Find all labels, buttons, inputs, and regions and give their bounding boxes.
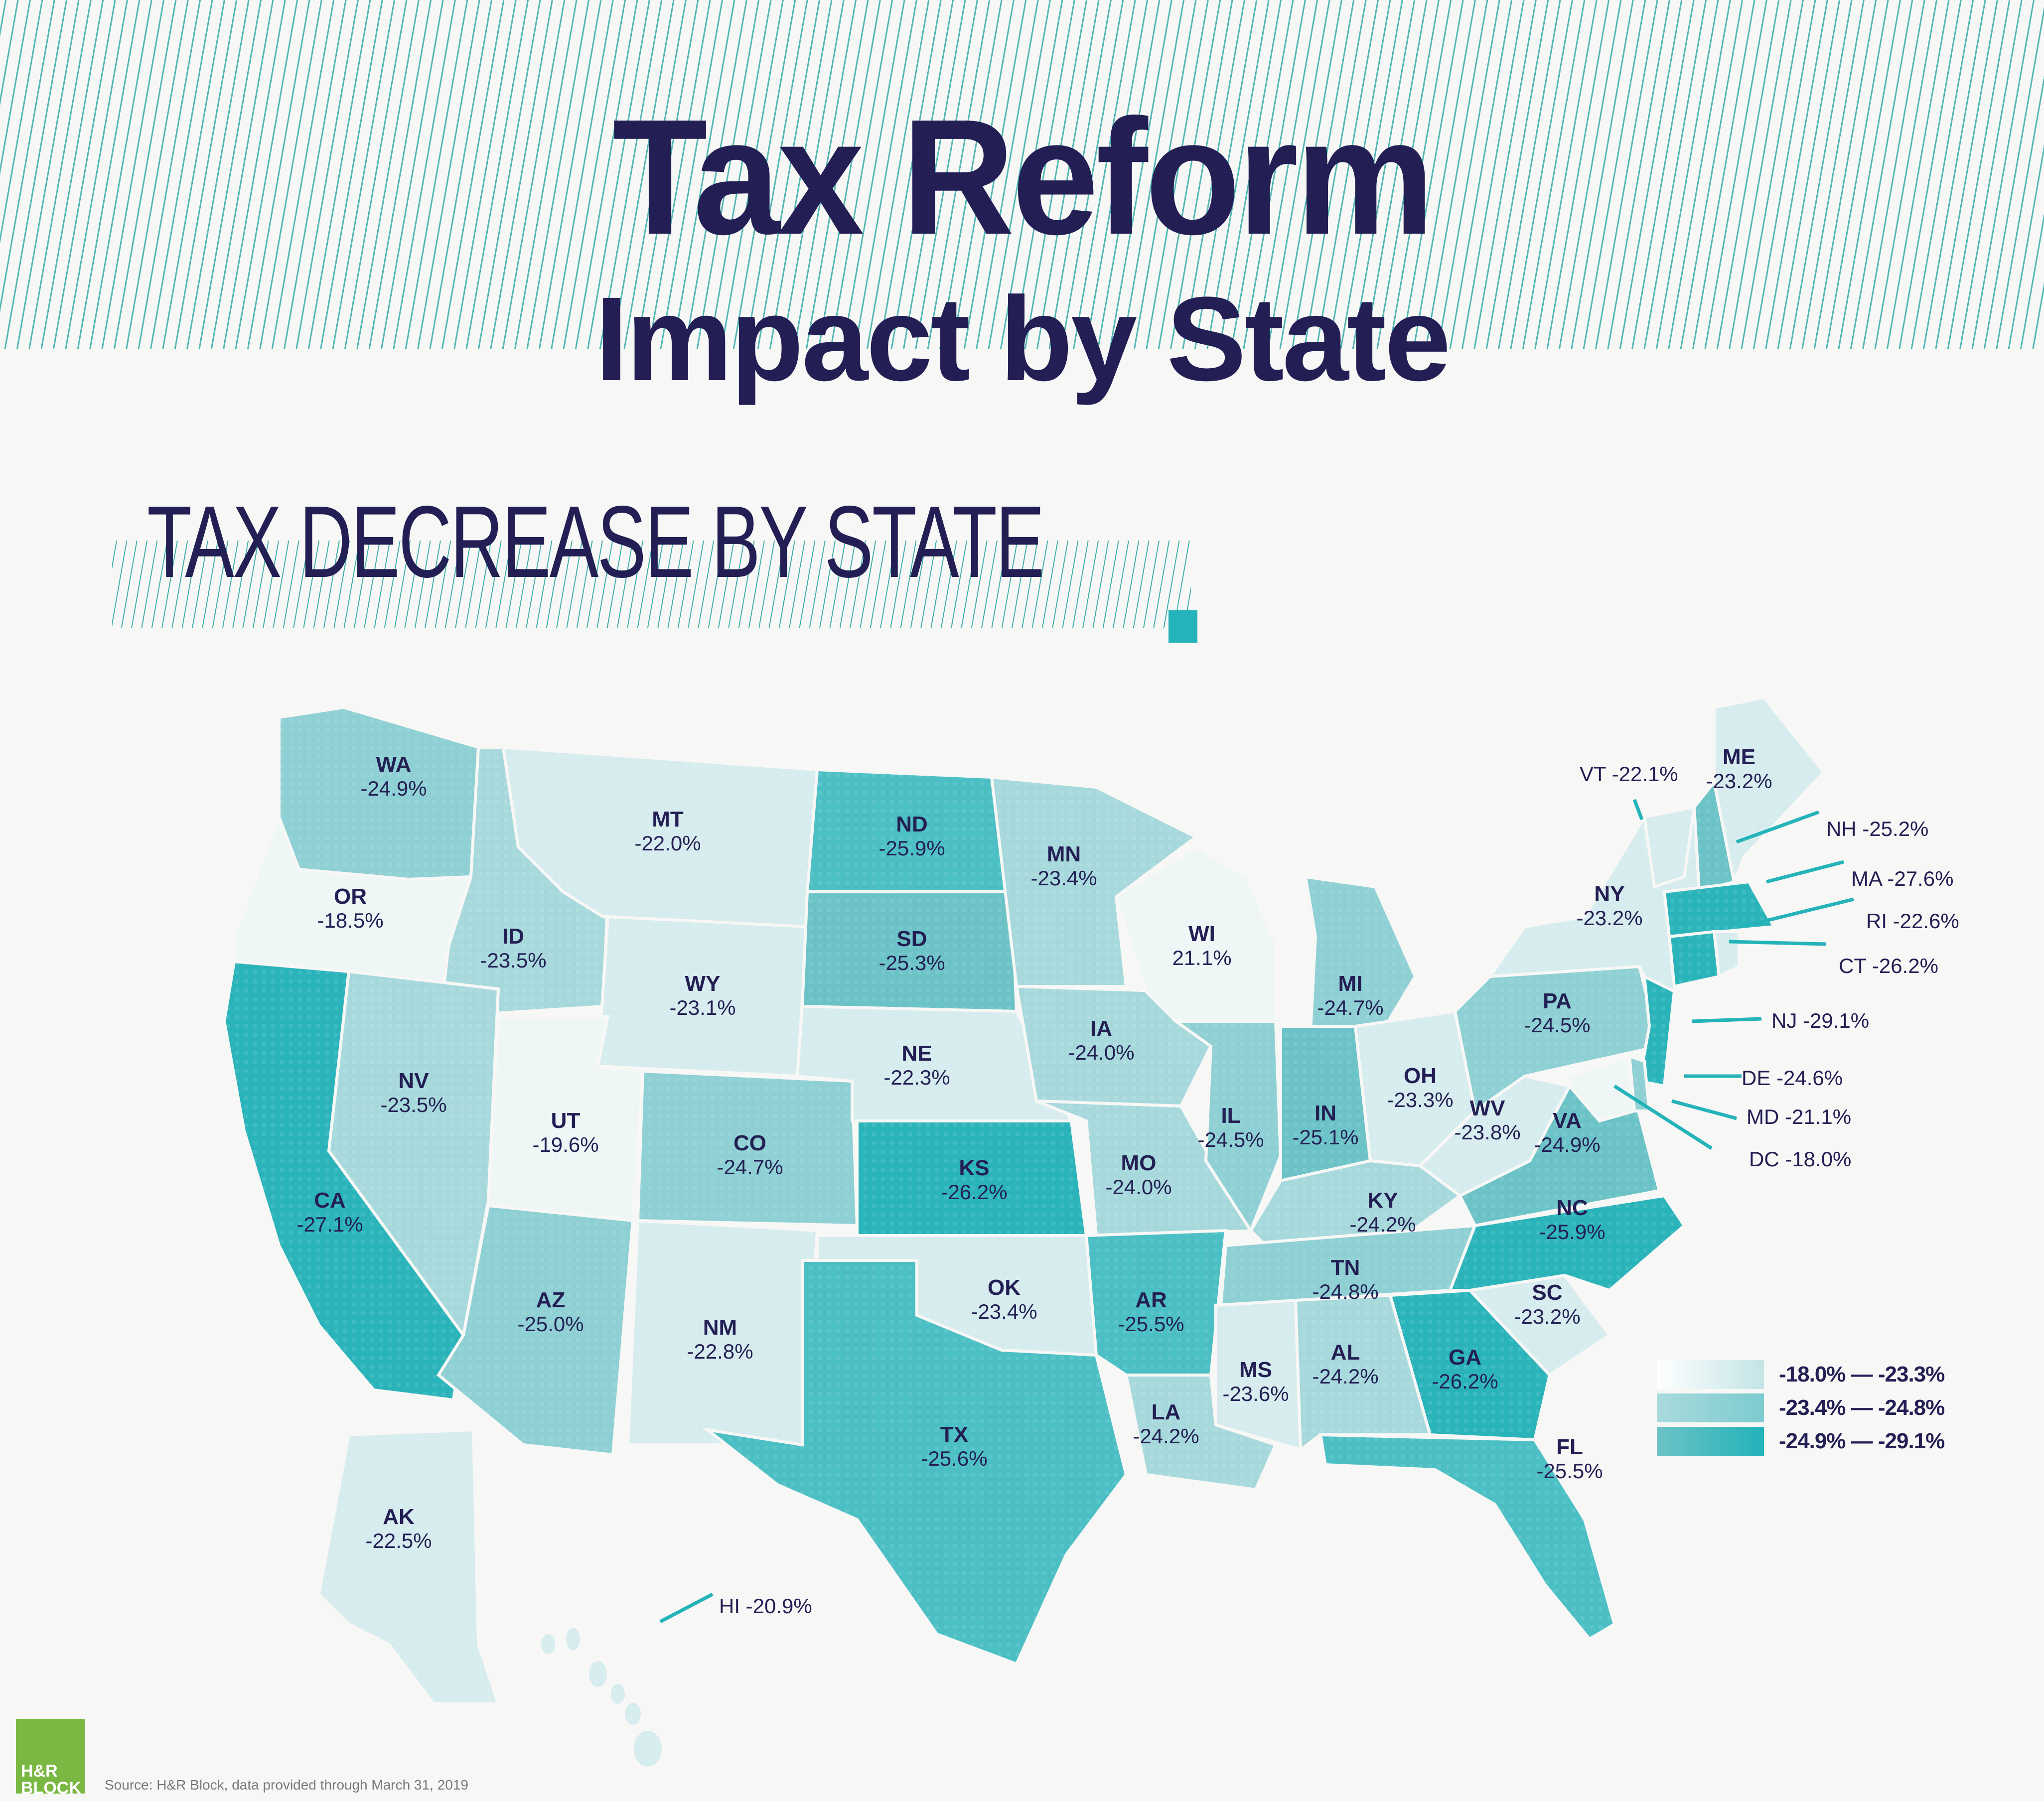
label-fl: FL -25.5% xyxy=(1536,1435,1603,1483)
label-id: ID -23.5% xyxy=(480,924,547,972)
callout-line-ri xyxy=(1741,897,1854,929)
header-hatch-background xyxy=(0,0,2044,349)
label-tx: TX -25.6% xyxy=(921,1422,988,1471)
label-mo: MO -24.0% xyxy=(1105,1151,1172,1199)
label-or: OR -18.5% xyxy=(317,884,384,933)
callout-nj: NJ -29.1% xyxy=(1771,1009,1870,1032)
logo-line2: BLOCK xyxy=(21,1779,81,1798)
label-ut: UT -19.6% xyxy=(532,1108,599,1157)
legend-item-high: -24.9% — -29.1% xyxy=(1657,1426,1945,1457)
logo-line1: H&R xyxy=(21,1762,58,1781)
label-nd: ND -25.9% xyxy=(878,812,945,860)
callout-line-nj xyxy=(1691,1017,1762,1023)
label-in: IN -25.1% xyxy=(1292,1101,1359,1149)
callout-dc: DC -18.0% xyxy=(1749,1147,1852,1171)
callout-line-ct xyxy=(1729,940,1827,946)
label-ar: AR -25.5% xyxy=(1118,1288,1184,1336)
label-va: VA -24.9% xyxy=(1534,1108,1601,1157)
legend-swatch-low xyxy=(1657,1360,1764,1389)
label-oh: OH -23.3% xyxy=(1387,1064,1454,1112)
legend-item-low: -18.0% — -23.3% xyxy=(1657,1359,1945,1390)
label-az: AZ -25.0% xyxy=(517,1288,584,1336)
hr-block-logo: H&R BLOCK xyxy=(16,1719,85,1798)
callout-md: MD -21.1% xyxy=(1747,1105,1852,1128)
label-mi: MI -24.7% xyxy=(1317,971,1384,1020)
callout-line-ma xyxy=(1766,860,1844,884)
accent-square xyxy=(1168,610,1197,643)
callout-ct: CT -26.2% xyxy=(1839,954,1938,977)
label-mt: MT -22.0% xyxy=(634,807,701,855)
callout-de: DE -24.6% xyxy=(1742,1066,1843,1090)
label-ne: NE -22.3% xyxy=(883,1041,950,1090)
label-nc: NC -25.9% xyxy=(1539,1196,1606,1244)
legend-item-mid: -23.4% — -24.8% xyxy=(1657,1392,1945,1423)
label-tn: TN -24.8% xyxy=(1312,1255,1379,1304)
subtitle-hatch xyxy=(112,541,1191,628)
label-wi: WI 21.1% xyxy=(1172,922,1232,970)
label-sc: SC -23.2% xyxy=(1514,1280,1581,1329)
callout-hi: HI -20.9% xyxy=(719,1594,812,1618)
label-wv: WV -23.8% xyxy=(1454,1096,1521,1144)
label-nm: NM -22.8% xyxy=(687,1315,753,1364)
callout-ri: RI -22.6% xyxy=(1866,909,1959,933)
callout-ma: MA -27.6% xyxy=(1851,867,1954,890)
label-ms: MS -23.6% xyxy=(1222,1358,1289,1406)
label-nv: NV -23.5% xyxy=(380,1069,447,1117)
label-ca: CA -27.1% xyxy=(296,1188,363,1237)
section-title: TAX DECREASE BY STATE xyxy=(147,485,1045,599)
label-wy: WY -23.1% xyxy=(669,971,736,1020)
callout-line-nh xyxy=(1736,810,1820,844)
callout-line-vt xyxy=(1632,799,1644,821)
callout-vt: VT -22.1% xyxy=(1580,762,1678,786)
label-il: IL -24.5% xyxy=(1197,1104,1264,1152)
callout-line-hi xyxy=(659,1592,714,1624)
label-me: ME -23.2% xyxy=(1706,745,1772,793)
label-wa: WA -24.9% xyxy=(360,752,427,801)
callout-line-dc xyxy=(1613,1085,1713,1150)
label-al: AL -24.2% xyxy=(1312,1340,1379,1388)
page-subtitle: Impact by State xyxy=(595,272,1451,406)
label-ky: KY -24.2% xyxy=(1349,1188,1416,1237)
source-note: Source: H&R Block, data provided through… xyxy=(105,1777,468,1793)
legend-swatch-high xyxy=(1657,1427,1764,1456)
label-ks: KS -26.2% xyxy=(941,1156,1008,1204)
legend: -18.0% — -23.3% -23.4% — -24.8% -24.9% —… xyxy=(1657,1359,1945,1459)
callout-line-md xyxy=(1671,1099,1737,1120)
callout-nh: NH -25.2% xyxy=(1826,817,1929,840)
label-ia: IA -24.0% xyxy=(1068,1016,1135,1065)
label-mn: MN -23.4% xyxy=(1030,842,1097,890)
label-ok: OK -23.4% xyxy=(971,1275,1037,1324)
label-co: CO -24.7% xyxy=(717,1131,783,1179)
label-pa: PA -24.5% xyxy=(1524,989,1591,1037)
page-title: Tax Reform xyxy=(612,85,1435,269)
label-sd: SD -25.3% xyxy=(878,927,945,975)
label-ga: GA -26.2% xyxy=(1432,1345,1498,1393)
label-ny: NY -23.2% xyxy=(1576,882,1643,930)
legend-swatch-mid xyxy=(1657,1393,1764,1422)
label-la: LA -24.2% xyxy=(1133,1400,1199,1448)
label-ak: AK -22.5% xyxy=(365,1505,432,1553)
